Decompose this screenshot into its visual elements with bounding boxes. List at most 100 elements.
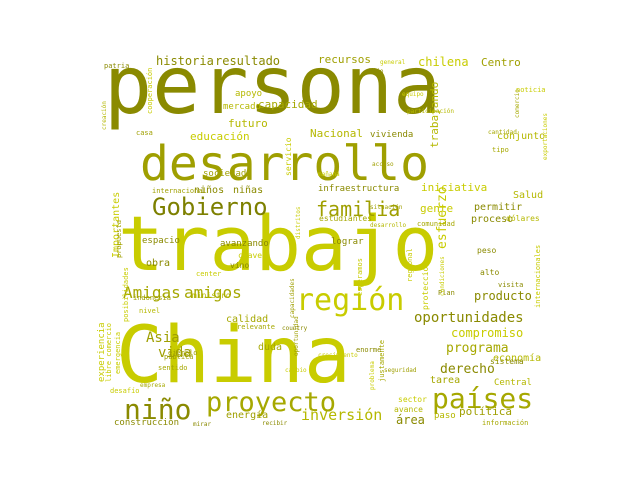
word-justamente: justamente — [378, 340, 386, 382]
word-avance: avance — [394, 405, 423, 414]
word-tarea: tarea — [430, 375, 460, 386]
word-proyecto: proyecto — [206, 387, 336, 418]
word-construccion: construcción — [114, 417, 179, 428]
word-visita: visita — [498, 281, 523, 289]
word-central: Central — [494, 378, 532, 388]
word-servicio: servicio — [284, 137, 293, 176]
word-futuro: futuro — [228, 117, 268, 130]
word-proteccion: protección — [420, 262, 430, 310]
word-patria: patria — [104, 62, 129, 70]
word-recursos: recursos — [318, 53, 371, 66]
word-desarrollo: desarrollo — [370, 222, 407, 229]
word-comunidad: comunidad — [417, 220, 455, 228]
word-historia: historia — [156, 54, 214, 68]
word-clave: clave — [238, 251, 262, 260]
word-indonesia: indonesia — [133, 294, 171, 302]
word-area: área — [396, 413, 425, 427]
word-mirar: mirar — [193, 421, 211, 428]
word-internacionales: internacionales — [534, 245, 542, 308]
word-importantes: Importantes — [111, 192, 122, 258]
word-china: China — [116, 311, 351, 401]
word-esperamos: esperamos — [356, 258, 364, 296]
word-empresa: empresa — [140, 382, 166, 389]
word-general: general — [380, 59, 406, 66]
word-calidad: calidad — [226, 314, 268, 325]
word-posibilidades: posibilidades — [122, 267, 130, 322]
word-ministro: ministro — [192, 291, 231, 300]
word-energia: energía — [226, 409, 268, 421]
word-comercio: comercio — [514, 89, 521, 118]
word-cloud-words: persona trabajo China desarrollo países proye… — [97, 39, 549, 428]
word-iniciativa: iniciativa — [421, 181, 487, 194]
word-region: región — [296, 283, 404, 318]
word-enorme: enorme — [356, 346, 381, 354]
word-producto: producto — [474, 289, 532, 303]
word-desafio: desafío — [110, 387, 140, 395]
word-proceso: proceso — [471, 214, 513, 225]
word-apoyo: apoyo — [235, 89, 262, 99]
word-participacion: participación — [407, 108, 454, 115]
word-ninas: niñas — [233, 185, 263, 196]
word-informacion: información — [482, 419, 528, 427]
word-amigas: Amigas — [123, 283, 181, 302]
word-duda: duda — [258, 342, 282, 353]
word-sentido: sentido — [158, 364, 188, 372]
word-creacion: creación — [101, 101, 108, 130]
word-obra: obra — [146, 258, 170, 269]
word-emergencia: emergencia — [114, 332, 122, 374]
word-trabajando: trabajando — [428, 82, 441, 148]
word-country: country — [282, 325, 308, 332]
word-trabajo: trabajo — [118, 199, 438, 288]
word-economia: economía — [493, 352, 541, 364]
word-oportunidades: oportunidades — [414, 310, 524, 326]
word-vino: vino — [230, 261, 249, 270]
word-exportaciones: exportaciones — [542, 113, 549, 160]
word-programa: programa — [446, 341, 509, 356]
word-acceso: acceso — [372, 161, 394, 168]
word-amigos: amigos — [184, 283, 242, 302]
word-gobierno: Gobierno — [152, 193, 268, 221]
word-gente: gente — [420, 202, 453, 215]
word-cantidad: cantidad — [488, 129, 517, 136]
word-familia: familia — [316, 197, 400, 221]
word-manana: mañana — [318, 171, 340, 178]
word-alto: alto — [480, 268, 499, 277]
word-equipo: equipo — [402, 91, 424, 98]
word-educacion: educación — [190, 130, 250, 143]
word-condiciones: condiciones — [439, 256, 446, 296]
word-chilena: chilena — [418, 55, 469, 69]
word-situacion: situación — [370, 204, 403, 211]
word-recibir: recibir — [262, 420, 288, 427]
word-propuesta: propuesta — [115, 220, 123, 258]
word-compromiso: compromiso — [451, 326, 523, 340]
word-politica: política — [459, 405, 512, 418]
word-paises: países — [432, 382, 533, 415]
word-sector: sector — [398, 395, 427, 404]
word-crecimiento: crecimiento — [318, 352, 358, 359]
word-internacional: internacional — [152, 187, 207, 195]
word-tipo: tipo — [492, 146, 509, 154]
word-experiencia: experiencia — [97, 322, 107, 382]
word-oportunidad: oportunidad — [293, 316, 300, 356]
word-conjunto: conjunto — [497, 131, 545, 142]
word-nino: niño — [124, 393, 191, 426]
word-capacidad: capacidad — [258, 98, 318, 111]
word-desarrollo: desarrollo — [140, 136, 429, 192]
word-cambio: cambio — [285, 367, 307, 374]
word-cooperacion: cooperación — [146, 68, 154, 114]
word-sociedad: sociedad — [203, 169, 246, 179]
word-ejemplo: ejemplo — [168, 349, 198, 357]
word-noticia: noticia — [516, 86, 546, 94]
word-capacidades: capacidades — [289, 278, 296, 318]
word-mercado: mercado — [223, 102, 261, 112]
word-hijo: hijo — [369, 68, 384, 75]
word-asia: Asia — [146, 330, 180, 346]
word-peso: peso — [477, 246, 496, 255]
word-plan: Plan — [438, 289, 455, 297]
word-nacional: Nacional — [310, 127, 363, 140]
word-resultado: resultado — [215, 54, 280, 68]
word-inversion: inversión — [301, 406, 382, 424]
word-ninos: niños — [194, 185, 224, 196]
word-avanzando: avanzando — [220, 239, 269, 249]
